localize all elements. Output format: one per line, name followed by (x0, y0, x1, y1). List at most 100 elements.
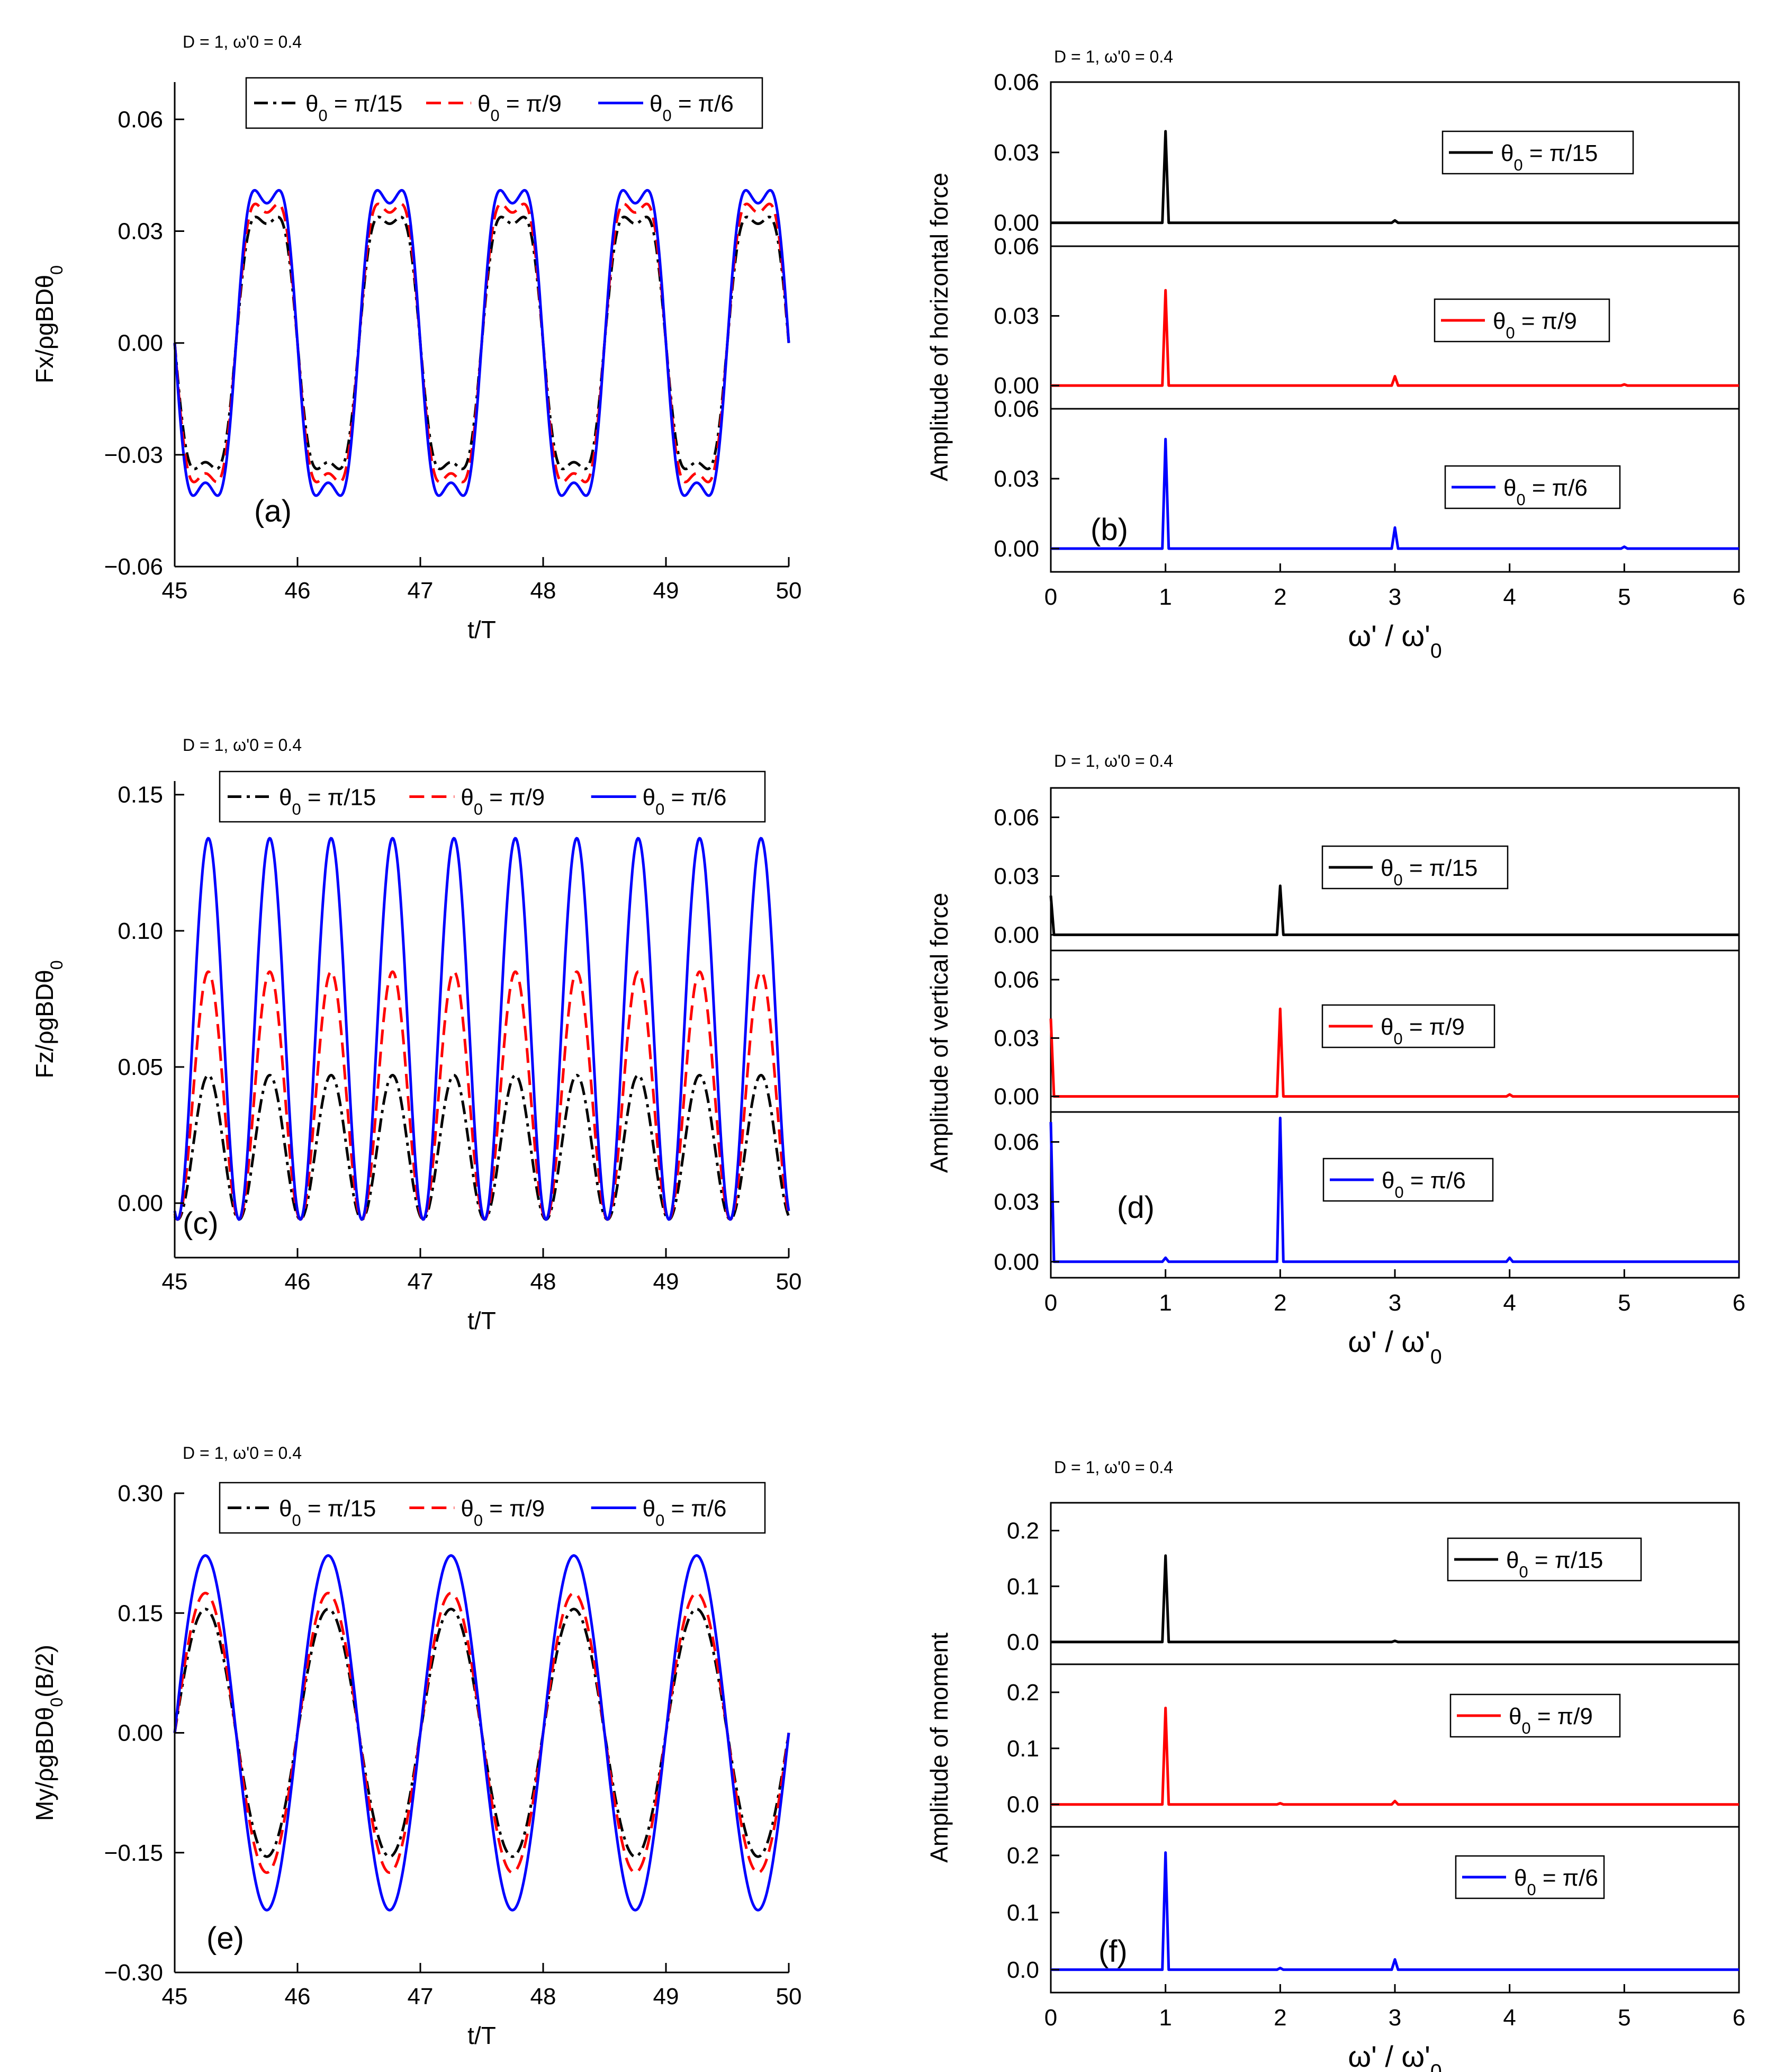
legend-label: θ0 = π/15 (279, 785, 376, 819)
y-axis-label: Amplitude of vertical force (925, 893, 953, 1173)
legend-box (219, 770, 766, 823)
y-tick-label: 0.1 (1007, 1900, 1039, 1926)
spectrum-line-b-2 (1051, 437, 1739, 550)
x-tick-label: 3 (1389, 584, 1401, 610)
y-tick-label: 0.00 (118, 1190, 163, 1216)
legend-label: θ0 = π/6 (650, 91, 734, 125)
y-tick-label: 0.00 (994, 536, 1039, 562)
legend-label: θ0 = π/6 (1382, 1168, 1466, 1201)
y-tick-label: 0.0 (1007, 1792, 1039, 1818)
x-tick-label: 2 (1274, 2005, 1286, 2031)
panel-label: (c) (183, 1206, 219, 1241)
x-axis-label: ω' / ω'0 (1348, 619, 1441, 662)
x-tick-label: 45 (162, 1984, 188, 2010)
x-tick-label: 46 (285, 1984, 311, 2010)
panel-label: (d) (1117, 1190, 1155, 1225)
y-tick-label: 0.03 (994, 303, 1039, 329)
panel-label: (b) (1091, 513, 1128, 547)
x-tick-label: 1 (1159, 2005, 1172, 2031)
x-tick-label: 0 (1044, 1290, 1057, 1316)
y-axis-label: Fx/ρgBDθ0 (31, 265, 66, 383)
x-tick-label: 0 (1044, 2005, 1057, 2031)
x-tick-label: 49 (653, 578, 679, 604)
legend-label: θ0 = π/15 (279, 1496, 376, 1530)
x-tick-label: 47 (408, 1984, 434, 2010)
spectrum-line-b-0 (1051, 130, 1739, 225)
y-tick-label: −0.06 (104, 554, 163, 580)
y-tick-label: 0.00 (994, 210, 1039, 236)
y-axis-label: Amplitude of moment (925, 1633, 953, 1863)
y-tick-label: 0.00 (994, 922, 1039, 948)
x-tick-label: 50 (776, 1984, 802, 2010)
legend-label: θ0 = π/9 (1493, 308, 1577, 342)
x-tick-label: 1 (1159, 1290, 1172, 1316)
chart-f: D = 1, ω'0 = 0.4 0.0 0.1 0.2 θ0 = π/15 0.0 0.1… (925, 1458, 1745, 2072)
x-tick-label: 4 (1503, 1290, 1516, 1316)
legend-label: θ0 = π/9 (461, 785, 545, 819)
figure-note: D = 1, ω'0 = 0.4 (1054, 751, 1173, 770)
y-tick-label: 0.03 (994, 1189, 1039, 1215)
y-tick-label: 0.06 (994, 234, 1039, 259)
y-tick-label: 0.15 (118, 782, 163, 808)
y-tick-label: 0.06 (994, 1129, 1039, 1155)
legend-label: θ0 = π/6 (1503, 475, 1588, 509)
y-tick-label: 0.03 (994, 1025, 1039, 1051)
y-tick-label: 0.00 (994, 1084, 1039, 1110)
x-tick-label: 3 (1389, 1290, 1401, 1316)
panel-label: (e) (206, 1921, 244, 1956)
x-axis-label: ω' / ω'0 (1348, 1325, 1441, 1368)
y-tick-label: 0.00 (994, 1249, 1039, 1275)
x-axis-label: t/T (467, 2022, 496, 2049)
figure-note: D = 1, ω'0 = 0.4 (1054, 1458, 1173, 1477)
x-tick-label: 46 (285, 578, 311, 604)
y-axis-label: My/ρgBDθ0(B/2) (31, 1645, 66, 1821)
series-line-e-2 (173, 1554, 790, 1912)
legend-box (219, 1482, 766, 1534)
y-tick-label: 0.03 (994, 140, 1039, 166)
series-line-c-2 (173, 837, 790, 1221)
y-tick-label: 0.1 (1007, 1574, 1039, 1600)
y-tick-label: −0.30 (104, 1960, 163, 1986)
x-tick-label: 1 (1159, 584, 1172, 610)
y-tick-label: 0.2 (1007, 1843, 1039, 1869)
x-tick-label: 4 (1503, 2005, 1516, 2031)
x-axis-label: ω' / ω'0 (1348, 2040, 1441, 2072)
x-tick-label: 2 (1274, 584, 1286, 610)
y-tick-label: 0.05 (118, 1054, 163, 1080)
chart-e: D = 1, ω'0 = 0.4 45 46 47 48 49 50 −0.30 −0.15 0.… (31, 1443, 801, 2049)
legend-label: θ0 = π/15 (1381, 855, 1477, 889)
legend-label: θ0 = π/6 (1514, 1865, 1598, 1899)
x-tick-label: 49 (653, 1984, 679, 2010)
legend-label: θ0 = π/9 (1381, 1014, 1465, 1048)
spectrum-line-b-1 (1051, 289, 1739, 387)
x-tick-label: 0 (1044, 584, 1057, 610)
legend-box (245, 77, 763, 129)
x-tick-label: 47 (408, 1269, 434, 1295)
x-tick-label: 48 (530, 1984, 556, 2010)
legend-label: θ0 = π/9 (1509, 1703, 1593, 1737)
spectrum-line-f-1 (1051, 1707, 1739, 1806)
spectrum-line-d-1 (1049, 1007, 1739, 1098)
y-axis-label: Fz/ρgBDθ0 (31, 960, 66, 1078)
series-line-c-0 (173, 1073, 790, 1221)
x-tick-label: 6 (1733, 584, 1745, 610)
chart-b: D = 1, ω'0 = 0.4 0.00 0.03 0.06 θ0 = π/15 0.0… (925, 47, 1745, 662)
legend-label: θ0 = π/15 (1506, 1547, 1603, 1581)
spectrum-line-f-0 (1051, 1554, 1739, 1644)
x-tick-label: 47 (408, 578, 434, 604)
series-line-a-2 (173, 189, 790, 497)
x-tick-label: 48 (530, 578, 556, 604)
y-tick-label: 0.1 (1007, 1736, 1039, 1762)
x-tick-label: 5 (1618, 1290, 1630, 1316)
y-tick-label: 0.03 (994, 466, 1039, 492)
x-tick-label: 45 (162, 1269, 188, 1295)
y-tick-label: 0.06 (994, 967, 1039, 993)
y-tick-label: 0.10 (118, 918, 163, 944)
legend-label: θ0 = π/6 (643, 785, 727, 819)
figure-note: D = 1, ω'0 = 0.4 (1054, 47, 1173, 66)
legend-label: θ0 = π/9 (461, 1496, 545, 1530)
x-tick-label: 2 (1274, 1290, 1286, 1316)
chart-a: D = 1, ω'0 = 0.4 45 46 47 48 49 50 −0.06 −0.03 0.… (31, 32, 801, 643)
x-tick-label: 50 (776, 578, 802, 604)
